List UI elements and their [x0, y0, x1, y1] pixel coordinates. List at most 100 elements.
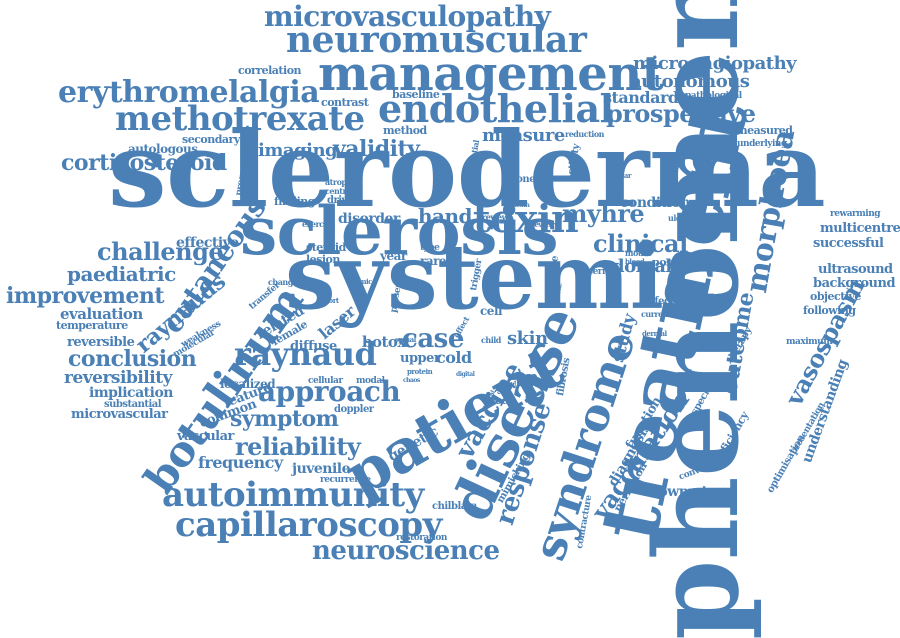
word-exercise: exercise — [302, 219, 335, 229]
word-microvascular: microvascular — [71, 407, 168, 422]
word-measure: measure — [482, 125, 565, 146]
word-background: background — [813, 276, 896, 291]
word-improvement: improvement — [6, 283, 165, 309]
word-management: management — [318, 46, 664, 102]
word-standard: standard — [603, 88, 679, 107]
word-rewarming: rewarming — [830, 209, 881, 219]
word-dermal: dermal — [642, 329, 667, 338]
word-neuromuscular: neuromuscular — [286, 19, 587, 61]
word-scleroderma: scleroderma — [108, 108, 826, 231]
word-reliability: reliability — [235, 432, 361, 461]
word-child: child — [481, 335, 501, 345]
word-type: type — [420, 243, 440, 253]
word-diffuse: diffuse — [290, 339, 337, 354]
word-localized: localized — [220, 377, 276, 391]
word-temperature: temperature — [56, 319, 128, 332]
word-severity: severity — [531, 220, 558, 229]
word-doppler: doppler — [334, 404, 374, 415]
word-steroid: steroid — [306, 241, 346, 254]
word-erythromelalgia: erythromelalgia — [58, 75, 320, 110]
word-phone: phone — [503, 174, 536, 185]
word-restoration: restoration — [396, 533, 447, 543]
word-method: method — [383, 124, 427, 137]
word-ultrasound: ultrasound — [818, 262, 893, 277]
word-approach: approach — [258, 375, 401, 408]
word-clinical: clinical — [593, 229, 688, 258]
word-case: case — [402, 324, 464, 354]
word-prospective: prospective — [606, 99, 756, 128]
word-skin: skin — [507, 328, 548, 349]
word-secondary: secondary — [182, 133, 240, 146]
word-methotrexate: methotrexate — [115, 99, 365, 139]
word-implication: implication — [89, 385, 173, 401]
word-hand: hand — [418, 204, 473, 228]
word-modal: modal — [356, 376, 385, 386]
word-week: week — [486, 394, 516, 407]
word-reversible: reversible — [67, 335, 135, 350]
word-capillaroscopy: capillaroscopy — [175, 505, 442, 545]
word-ulceration: ulceration — [668, 213, 710, 223]
word-microangiopathy: microangiopathy — [633, 53, 797, 74]
word-dorsal: dorsal — [612, 256, 672, 277]
word-evaluation: evaluation — [60, 305, 143, 323]
word-cold: cold — [436, 348, 472, 367]
word-multicentre: multicentre — [820, 221, 900, 236]
word-underlying: underlying — [737, 139, 787, 149]
word-pathological: pathological — [685, 91, 742, 101]
word-corticosteroid: corticosteroid — [61, 150, 227, 176]
word-myhre: myhre — [562, 199, 645, 228]
word-frequency: frequency — [198, 453, 283, 472]
word-finding: finding — [274, 195, 315, 208]
word-driven: driven — [327, 195, 360, 206]
word-symptom: symptom — [230, 406, 339, 432]
word-disorder: disorder — [338, 211, 400, 227]
word-digital: digital — [456, 371, 475, 378]
word-substantial: substantial — [104, 399, 162, 410]
word-toxin: toxin — [473, 196, 579, 241]
word-measured: measured — [736, 124, 793, 137]
word-maximum: maximum — [786, 337, 833, 347]
word-lesion: lesion — [306, 253, 340, 266]
word-mouse: mouse — [625, 248, 652, 258]
word-microvasculopathy: microvasculopathy — [264, 0, 551, 33]
word-objective: objective — [810, 290, 861, 303]
word-reversibility: reversibility — [64, 368, 172, 388]
word-recurrence: recurrence — [320, 475, 371, 485]
word-contrast: contrast — [321, 96, 369, 109]
word-reduction: reduction — [565, 129, 604, 139]
word-condition: condition — [620, 195, 690, 211]
word-raynaud: raynaud — [234, 335, 377, 373]
word-autologous: autologous — [128, 142, 198, 156]
word-chilblain: chilblain — [432, 501, 477, 512]
word-linear: linear — [611, 171, 632, 180]
word-chaos: chaos — [403, 377, 420, 384]
word-successful: successful — [813, 236, 884, 251]
word-mouth: mouth — [510, 202, 530, 209]
word-botox: botox — [362, 333, 406, 351]
word-atrophy: atrophy — [325, 177, 357, 187]
word-rare: rare — [420, 254, 447, 268]
word-neuroscience: neuroscience — [312, 536, 500, 566]
word-possible: possible — [652, 256, 699, 269]
word-spinal: spinal — [395, 335, 416, 344]
word-series: series — [588, 267, 615, 277]
word-upper: upper — [400, 351, 441, 366]
word-autoimmunity: autoimmunity — [162, 475, 424, 515]
word-mimic: mimic — [350, 277, 372, 286]
word-blood: blood — [625, 257, 645, 266]
word-imaging: imaging — [258, 140, 338, 161]
word-autonomous: autonomous — [630, 71, 750, 92]
word-centre: centre — [325, 186, 351, 196]
word-review: review — [482, 212, 508, 222]
word-sclerosis: sclerosis — [240, 192, 559, 270]
word-protein: protein — [407, 367, 433, 376]
word-systemic: systemic — [285, 224, 718, 330]
word-current: current — [641, 309, 672, 319]
word-effective: effective — [176, 235, 239, 251]
word-vascular: vascular — [177, 429, 234, 444]
word-conclusion: conclusion — [68, 346, 197, 372]
word-cell: cell — [480, 304, 503, 318]
word-cohort: cohort — [316, 296, 339, 305]
word-following: following — [803, 304, 856, 317]
word-flowmetry: flowmetry — [648, 484, 722, 500]
